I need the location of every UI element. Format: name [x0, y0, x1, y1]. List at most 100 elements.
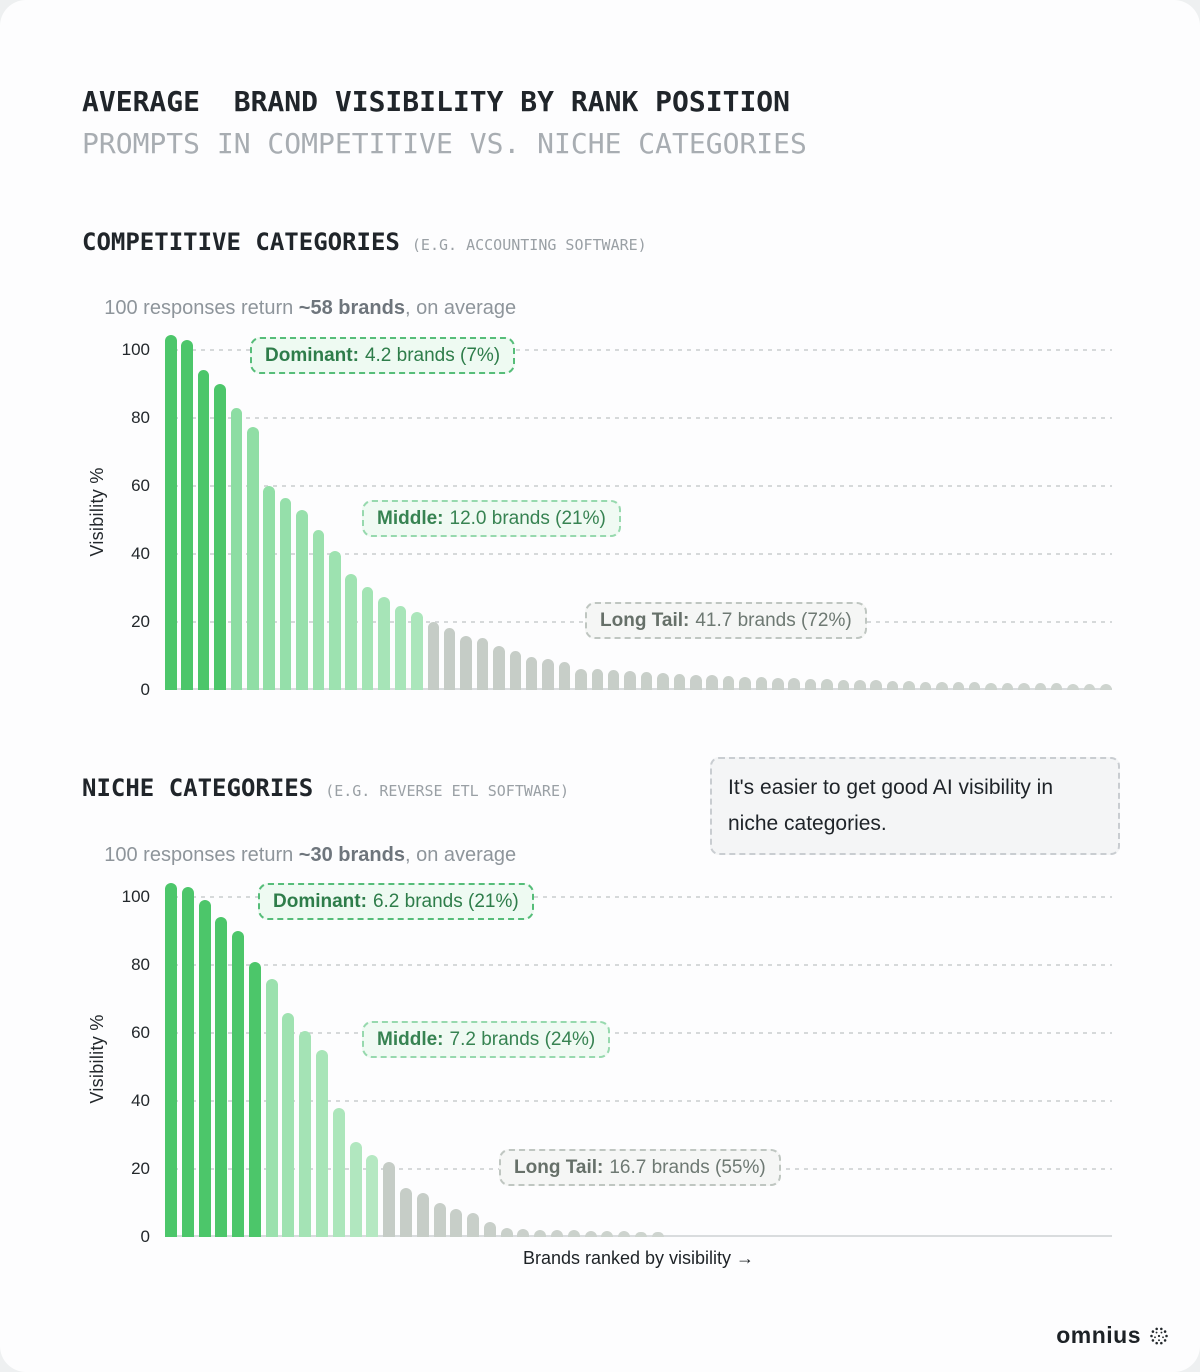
- bar: [181, 886, 194, 1237]
- y-tick-label: 40: [131, 1091, 150, 1110]
- section-description: 100 responses return ~30 brands, on aver…: [82, 813, 516, 897]
- bar: [394, 605, 407, 690]
- y-tick-label: 40: [131, 544, 150, 563]
- bar: [607, 670, 620, 690]
- bar: [232, 931, 245, 1237]
- gridline: [165, 1100, 1112, 1102]
- bar: [558, 661, 571, 690]
- logo: omnius: [1056, 1322, 1170, 1349]
- bar: [624, 671, 636, 690]
- bar: [1034, 683, 1047, 690]
- bar: [198, 900, 211, 1237]
- y-tick-label: 0: [140, 1227, 150, 1246]
- bar: [165, 883, 177, 1237]
- gridline: [165, 553, 1112, 555]
- bar: [299, 1031, 312, 1237]
- y-tick-label: 100: [121, 340, 150, 359]
- bar: [673, 674, 686, 690]
- page-subtitle: PROMPTS IN COMPETITIVE VS. NICHE CATEGOR…: [82, 127, 807, 160]
- gridline: [165, 485, 1112, 487]
- annotation-middle: Middle: 12.0 brands (21%): [362, 500, 621, 537]
- annotation-value: 16.7 brands (55%): [609, 1157, 766, 1178]
- section-description: 100 responses return ~58 brands, on aver…: [82, 266, 516, 350]
- chart-plot-competitive: Visibility % Dominant: 4.2 brands (7%) Mi…: [87, 333, 1112, 699]
- annotation-value: 41.7 brands (72%): [695, 610, 852, 631]
- bar: [952, 682, 964, 690]
- section-header-niche: NICHE CATEGORIES (E.G. REVERSE ETL SOFTW…: [82, 774, 569, 802]
- annotation-label: Dominant:: [273, 891, 367, 912]
- bar: [296, 509, 308, 690]
- bar: [214, 384, 226, 690]
- y-tick-label: 80: [131, 408, 150, 427]
- gridline: [165, 349, 1112, 351]
- bar: [788, 678, 800, 690]
- bar: [416, 1192, 429, 1237]
- page-title: AVERAGE BRAND VISIBILITY BY RANK POSITIO…: [82, 85, 791, 118]
- logo-wordmark: omnius: [1056, 1322, 1141, 1348]
- bar: [427, 622, 439, 690]
- bar: [399, 1188, 412, 1237]
- annotation-label: Dominant:: [265, 345, 359, 366]
- bar: [230, 407, 243, 690]
- description-suffix: , on average: [404, 297, 517, 319]
- annotation-dominant: Dominant: 4.2 brands (7%): [250, 337, 516, 374]
- bar: [378, 596, 390, 690]
- x-axis-label: Brands ranked by visibility →: [522, 1248, 755, 1268]
- bar: [657, 673, 669, 690]
- bar: [1050, 683, 1063, 690]
- bar: [525, 656, 538, 690]
- y-tick-label: 20: [131, 612, 150, 631]
- bar: [509, 651, 522, 690]
- bar: [263, 486, 275, 690]
- y-tick-label: 60: [131, 1023, 150, 1042]
- annotation-longtail: Long Tail: 16.7 brands (55%): [499, 1149, 781, 1186]
- bar: [316, 1050, 329, 1237]
- bar: [567, 1230, 580, 1237]
- description-suffix: , on average: [404, 844, 517, 866]
- bar: [433, 1203, 446, 1237]
- section-subtitle: (E.G. REVERSE ETL SOFTWARE): [325, 782, 570, 800]
- bar: [870, 680, 882, 690]
- bar: [483, 1221, 496, 1237]
- bar: [821, 679, 833, 690]
- bar: [651, 1231, 664, 1237]
- bar: [903, 681, 915, 690]
- bar: [312, 530, 325, 690]
- bars-container: [165, 334, 1112, 690]
- y-tick-label: 20: [131, 1159, 150, 1178]
- bar: [197, 370, 210, 690]
- y-tick-label: 80: [131, 955, 150, 974]
- bar: [739, 676, 751, 690]
- description-prefix: 100 responses return: [104, 297, 299, 319]
- annotation-dominant: Dominant: 6.2 brands (21%): [258, 883, 534, 920]
- bar: [1018, 682, 1030, 690]
- description-bold: ~58 brands: [298, 297, 405, 319]
- y-tick-label: 0: [140, 680, 150, 699]
- bar: [722, 676, 735, 690]
- y-tick-label: 60: [131, 476, 150, 495]
- bar: [919, 681, 932, 690]
- bar: [349, 1141, 362, 1237]
- bar: [517, 1228, 530, 1237]
- bar: [968, 682, 981, 690]
- gridline: [165, 964, 1112, 966]
- bar: [467, 1212, 480, 1237]
- bar: [706, 675, 718, 690]
- bar: [215, 917, 228, 1237]
- bar: [282, 1012, 295, 1237]
- x-axis-baseline: [165, 688, 1112, 690]
- sparkle-icon: [1150, 1327, 1168, 1344]
- bar: [411, 611, 423, 690]
- bars-container: [165, 883, 664, 1237]
- section-subtitle: (E.G. ACCOUNTING SOFTWARE): [411, 236, 647, 254]
- gridline: [165, 896, 1112, 898]
- bar: [601, 1230, 614, 1237]
- bar: [181, 339, 193, 690]
- bar: [247, 426, 259, 690]
- bar: [361, 586, 374, 690]
- bar: [634, 1231, 647, 1237]
- annotation-longtail: Long Tail: 41.7 brands (72%): [585, 602, 867, 639]
- bar: [584, 1230, 597, 1237]
- bar: [985, 682, 997, 690]
- annotation-value: 4.2 brands (7%): [364, 345, 501, 366]
